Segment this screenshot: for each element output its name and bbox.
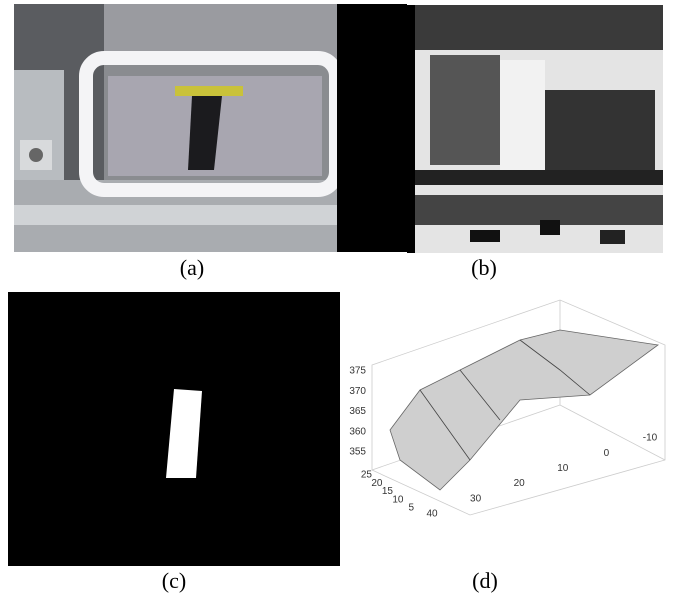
z-tick-label: 365 (349, 406, 366, 417)
x-tick-label: -10 (643, 433, 658, 444)
caption: (c) (162, 568, 186, 593)
x-tick-label: 20 (514, 478, 526, 489)
y-tick-label: 5 (408, 503, 414, 514)
x-tick-label: 10 (557, 463, 569, 474)
z-tick-label: 370 (349, 386, 366, 397)
z-tick-label: 355 (349, 447, 366, 458)
z-tick-label: 375 (349, 366, 366, 377)
panel-b-image (407, 5, 663, 253)
caption: (d) (472, 568, 498, 593)
panel-a-image (14, 4, 407, 252)
x-tick-label: 40 (426, 509, 438, 520)
y-tick-label: 10 (392, 494, 404, 505)
panel-c-image (8, 292, 340, 566)
caption: (b) (471, 255, 497, 280)
x-tick-label: 0 (604, 448, 610, 459)
caption: (a) (180, 255, 204, 280)
x-tick-label: 30 (470, 493, 482, 504)
z-tick-label: 360 (349, 426, 366, 437)
figure: 375370365360355252015105403020100-10 (a)… (0, 0, 674, 597)
